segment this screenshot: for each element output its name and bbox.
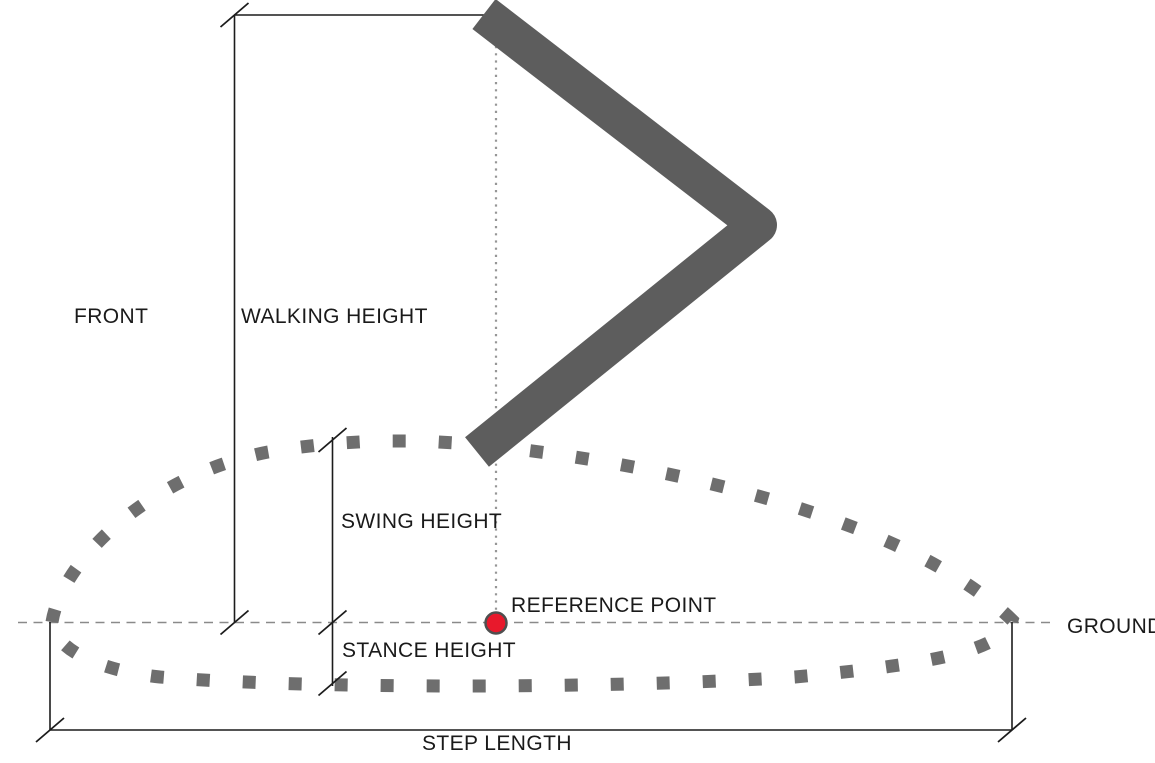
front-label: FRONT [74,305,149,328]
dimension-ticks [35,2,1027,743]
stance-height-label: STANCE HEIGHT [342,639,516,662]
tick-ground-level [317,609,348,636]
tick-step-length-right [997,717,1027,743]
tick-walking-height-bottom [219,609,250,636]
reference-point-label: REFERENCE POINT [511,594,717,617]
swing-height-label: SWING HEIGHT [341,510,503,533]
foot-trajectory-path [45,434,1020,693]
tick-stance-height-bottom [317,670,348,697]
leg-shape [465,0,777,467]
ground-label: GROUND [1067,615,1155,638]
tick-walking-height-top [219,2,250,28]
step-length-label: STEP LENGTH [422,732,572,755]
reference-point-dot [484,611,508,635]
dimension-lines [35,2,1027,743]
walking-height-label: WALKING HEIGHT [241,305,428,328]
tick-step-length-left [35,717,65,743]
tick-swing-height-top [317,427,348,453]
